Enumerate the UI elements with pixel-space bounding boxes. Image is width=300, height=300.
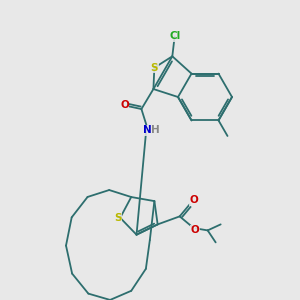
Text: Cl: Cl [169, 32, 180, 41]
Text: N: N [143, 125, 152, 135]
Text: O: O [120, 100, 129, 110]
Text: S: S [151, 63, 158, 73]
Text: O: O [189, 195, 198, 206]
Text: S: S [114, 213, 122, 223]
Text: O: O [190, 225, 199, 236]
Text: H: H [151, 125, 160, 135]
